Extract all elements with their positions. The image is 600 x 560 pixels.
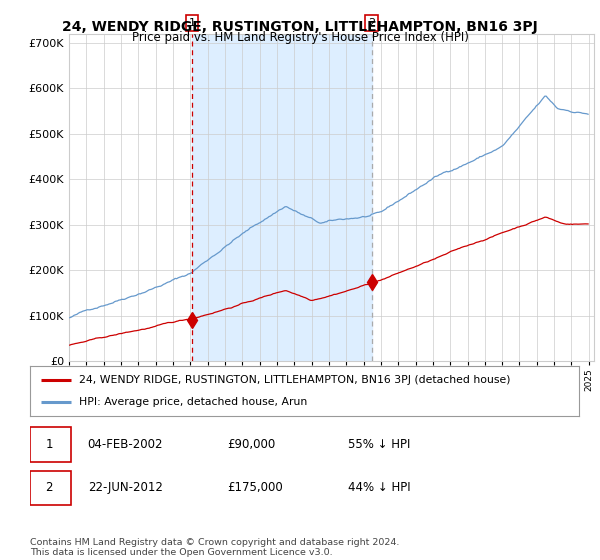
Text: Contains HM Land Registry data © Crown copyright and database right 2024.
This d: Contains HM Land Registry data © Crown c… [30, 538, 400, 557]
Bar [192, 34, 371, 361]
Text: 44% ↓ HPI: 44% ↓ HPI [349, 482, 411, 494]
Text: 55% ↓ HPI: 55% ↓ HPI [349, 438, 411, 451]
Text: £90,000: £90,000 [227, 438, 276, 451]
Text: 2: 2 [368, 18, 375, 28]
Text: £175,000: £175,000 [227, 482, 283, 494]
Text: HPI: Average price, detached house, Arun: HPI: Average price, detached house, Arun [79, 397, 308, 407]
Text: 22-JUN-2012: 22-JUN-2012 [88, 482, 163, 494]
Text: 1: 1 [46, 438, 53, 451]
Text: 04-FEB-2002: 04-FEB-2002 [88, 438, 163, 451]
FancyBboxPatch shape [30, 427, 71, 462]
Text: 24, WENDY RIDGE, RUSTINGTON, LITTLEHAMPTON, BN16 3PJ: 24, WENDY RIDGE, RUSTINGTON, LITTLEHAMPT… [62, 20, 538, 34]
FancyBboxPatch shape [30, 470, 71, 505]
Text: 2: 2 [46, 482, 53, 494]
Text: Price paid vs. HM Land Registry's House Price Index (HPI): Price paid vs. HM Land Registry's House … [131, 31, 469, 44]
Text: 1: 1 [188, 18, 196, 28]
Text: 24, WENDY RIDGE, RUSTINGTON, LITTLEHAMPTON, BN16 3PJ (detached house): 24, WENDY RIDGE, RUSTINGTON, LITTLEHAMPT… [79, 375, 511, 385]
